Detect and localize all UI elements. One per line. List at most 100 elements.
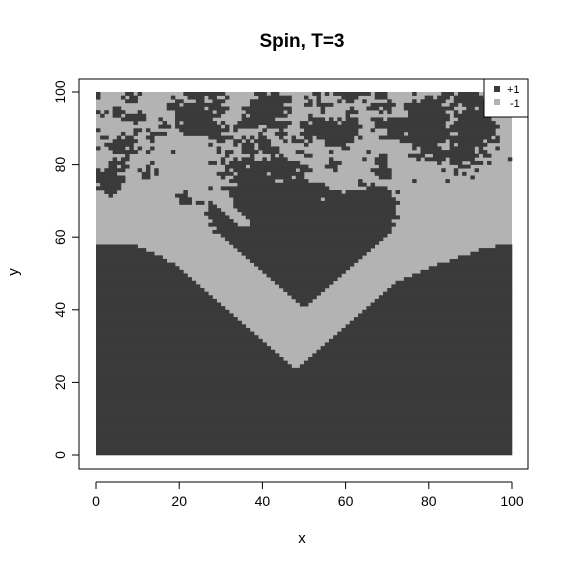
spin-cell-run bbox=[341, 95, 359, 100]
spin-cell-run bbox=[145, 168, 151, 173]
spin-cell-run bbox=[279, 153, 284, 158]
spin-cell-run bbox=[112, 157, 118, 162]
spin-cell-run bbox=[162, 121, 168, 125]
spin-cell-run bbox=[133, 128, 143, 133]
spin-cell-run bbox=[370, 168, 392, 173]
spin-cell-run bbox=[125, 92, 134, 96]
spin-cell-run bbox=[216, 171, 234, 176]
spin-cell-run bbox=[96, 262, 176, 267]
spin-cell-run bbox=[412, 99, 417, 104]
spin-cell-run bbox=[441, 168, 446, 173]
spin-cell-run bbox=[449, 142, 455, 147]
spin-cell-run bbox=[457, 117, 492, 122]
spin-cell-run bbox=[295, 175, 305, 180]
spin-cell-run bbox=[353, 317, 513, 321]
legend-label-plus-one: +1 bbox=[507, 84, 520, 96]
y-tick-label: 0 bbox=[52, 451, 68, 459]
spin-cell-run bbox=[208, 204, 217, 209]
spin-cell-run bbox=[129, 95, 138, 100]
spin-cell-run bbox=[470, 251, 513, 256]
spin-cell-run bbox=[304, 142, 309, 147]
spin-cell-run bbox=[366, 186, 388, 191]
spin-cell-run bbox=[237, 171, 267, 176]
spin-cell-run bbox=[96, 436, 513, 441]
spin-cell-run bbox=[366, 306, 513, 311]
spin-cell-run bbox=[241, 251, 367, 256]
spin-cell-run bbox=[324, 164, 338, 169]
spin-cell-run bbox=[96, 331, 255, 336]
spin-cell-run bbox=[241, 150, 259, 155]
spin-cell-run bbox=[183, 131, 222, 136]
spin-cell-run bbox=[237, 121, 292, 125]
spin-cell-run bbox=[437, 95, 450, 100]
spin-cell-run bbox=[179, 128, 230, 133]
spin-cell-run bbox=[333, 92, 371, 96]
spin-cell-run bbox=[328, 150, 334, 155]
spin-cell-run bbox=[312, 121, 338, 125]
spin-cell-run bbox=[270, 92, 280, 96]
spin-cell-run bbox=[270, 153, 276, 158]
spin-cell-run bbox=[387, 117, 450, 122]
spin-cell-run bbox=[96, 284, 201, 289]
spin-cell-run bbox=[96, 364, 292, 369]
spin-cell-run bbox=[249, 219, 392, 223]
spin-cell-run bbox=[183, 121, 217, 125]
spin-cell-run bbox=[370, 302, 513, 307]
spin-cell-run bbox=[324, 139, 355, 144]
spin-cell-run bbox=[208, 95, 217, 100]
spin-cell-run bbox=[270, 171, 305, 176]
spin-cell-run bbox=[245, 110, 284, 115]
spin-cell-run bbox=[137, 110, 143, 115]
y-axis-label: y bbox=[5, 268, 22, 276]
spin-cell-run bbox=[291, 135, 296, 140]
spin-cell-run bbox=[324, 92, 330, 96]
spin-cell-run bbox=[183, 190, 188, 194]
spin-cell-run bbox=[204, 211, 226, 216]
spin-cell-run bbox=[345, 99, 355, 104]
spin-cell-run bbox=[208, 215, 230, 220]
spin-cell-run bbox=[304, 102, 313, 107]
spin-cell-run bbox=[299, 131, 359, 136]
spin-cell-run bbox=[449, 139, 484, 144]
spin-cell-run bbox=[312, 353, 513, 358]
spin-cell-run bbox=[96, 248, 147, 253]
spin-cell-run bbox=[96, 335, 259, 340]
spin-cell-run bbox=[104, 142, 134, 147]
spin-cell-run bbox=[258, 266, 351, 271]
spin-cell-run bbox=[170, 150, 176, 155]
spin-cell-run bbox=[304, 135, 313, 140]
spin-cell-run bbox=[453, 121, 496, 125]
spin-cell-run bbox=[96, 382, 513, 387]
spin-cell-run bbox=[366, 106, 380, 111]
spin-cell-run bbox=[208, 160, 217, 165]
spin-cell-run bbox=[299, 302, 309, 307]
spin-cell-run bbox=[432, 153, 480, 158]
spin-cell-run bbox=[195, 200, 205, 205]
spin-cell-run bbox=[241, 146, 255, 151]
spin-cell-run bbox=[399, 139, 446, 144]
spin-cell-run bbox=[308, 139, 313, 144]
spin-cell-run bbox=[96, 422, 513, 427]
spin-cell-run bbox=[391, 284, 513, 289]
spin-cell-run bbox=[96, 244, 138, 249]
spin-cell-run bbox=[229, 193, 392, 198]
spin-cell-run bbox=[270, 157, 288, 162]
spin-cell-run bbox=[420, 150, 475, 155]
spin-cell-run bbox=[258, 131, 263, 136]
spin-cell-run bbox=[208, 135, 234, 140]
x-axis-label: x bbox=[298, 530, 306, 547]
spin-cell-run bbox=[462, 110, 492, 115]
spin-cell-run bbox=[320, 346, 513, 351]
spin-cell-run bbox=[150, 160, 155, 165]
spin-cell-run bbox=[175, 121, 180, 125]
spin-cell-run bbox=[96, 291, 209, 296]
y-tick-label: 100 bbox=[52, 80, 68, 104]
spin-cell-run bbox=[96, 258, 168, 263]
spin-cell-run bbox=[137, 168, 143, 173]
spin-cell-run bbox=[96, 110, 101, 115]
spin-cell-run bbox=[241, 113, 247, 118]
spin-cell-run bbox=[233, 142, 238, 147]
spin-cell-run bbox=[245, 255, 363, 260]
spin-cell-run bbox=[266, 273, 342, 278]
spin-cell-run bbox=[233, 200, 400, 205]
